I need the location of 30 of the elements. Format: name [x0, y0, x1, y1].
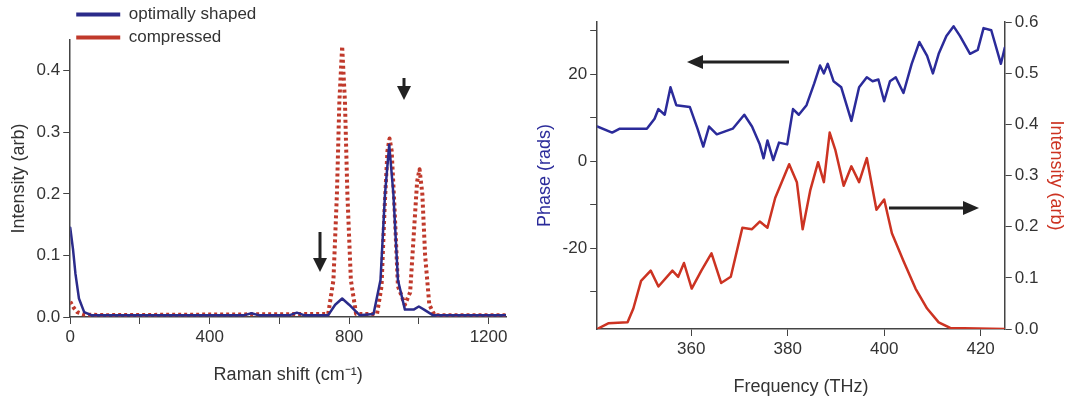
- y2-axis-title: Intensity (arb): [1047, 120, 1068, 231]
- y-axis-title: Intensity (arb): [7, 123, 28, 234]
- y-tick-label: 20: [568, 63, 588, 83]
- y-tick-label: 0.4: [36, 60, 61, 80]
- y-axis-title: Phase (rads): [533, 123, 554, 228]
- y-tick-label: 0.3: [36, 122, 61, 142]
- x-tick-label: 0: [65, 326, 75, 346]
- y2-tick-label: 0.0: [1014, 318, 1039, 338]
- x-tick-label: 400: [195, 326, 224, 346]
- y-tick-label: 0.2: [36, 183, 61, 203]
- y2-tick-label: 0.4: [1014, 114, 1039, 134]
- x-axis-title: Raman shift (cm⁻¹): [213, 364, 363, 385]
- y-tick-label: 0.0: [36, 306, 61, 326]
- x-tick-label: 420: [966, 338, 995, 358]
- y-tick-label: 0.1: [36, 245, 61, 265]
- legend-label: optimally shaped: [128, 4, 257, 24]
- x-axis-title: Frequency (THz): [733, 376, 869, 397]
- y-tick-label: -20: [562, 238, 588, 258]
- y2-tick-label: 0.1: [1014, 267, 1039, 287]
- y-tick-label: 0: [577, 151, 588, 171]
- x-tick-label: 800: [334, 326, 364, 346]
- y2-tick-label: 0.3: [1014, 165, 1039, 185]
- y2-tick-label: 0.2: [1014, 216, 1039, 236]
- legend-label: compressed: [128, 27, 222, 47]
- y2-tick-label: 0.5: [1014, 62, 1039, 82]
- x-tick-label: 380: [773, 338, 802, 358]
- x-tick-label: 360: [677, 338, 706, 358]
- x-tick-label: 400: [869, 338, 899, 358]
- x-tick-label: 1200: [469, 326, 508, 346]
- y2-tick-label: 0.6: [1014, 11, 1039, 31]
